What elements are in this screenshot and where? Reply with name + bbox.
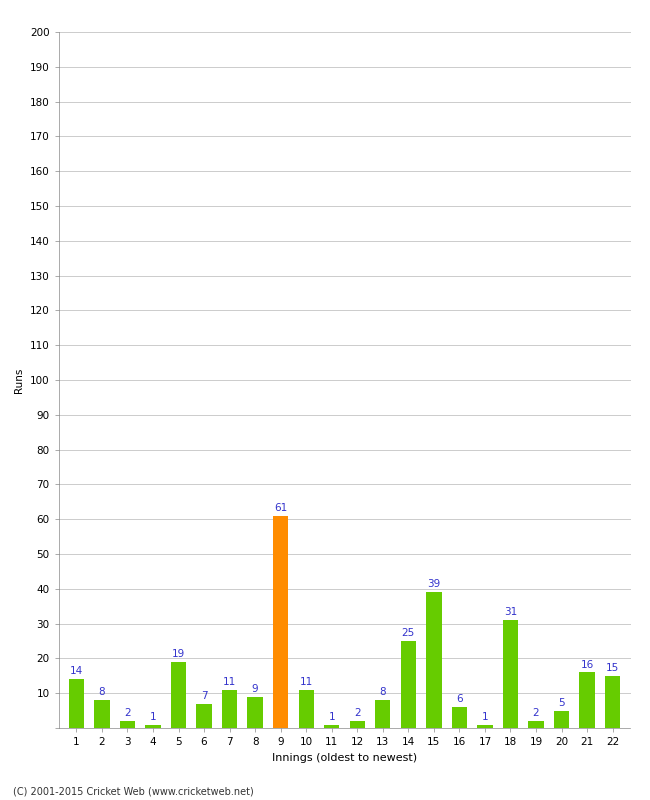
Text: 61: 61	[274, 503, 287, 513]
Bar	[94, 700, 110, 728]
Bar	[298, 690, 314, 728]
Text: 11: 11	[300, 677, 313, 687]
Text: 31: 31	[504, 607, 517, 618]
Text: 8: 8	[380, 687, 386, 698]
Bar	[400, 641, 416, 728]
Bar	[350, 721, 365, 728]
Text: 9: 9	[252, 684, 259, 694]
Bar	[222, 690, 237, 728]
Text: 5: 5	[558, 698, 565, 708]
Text: (C) 2001-2015 Cricket Web (www.cricketweb.net): (C) 2001-2015 Cricket Web (www.cricketwe…	[13, 786, 254, 796]
Bar	[69, 679, 84, 728]
Text: 1: 1	[150, 712, 156, 722]
Bar	[171, 662, 186, 728]
Text: 2: 2	[124, 708, 131, 718]
Bar	[605, 676, 620, 728]
Text: 39: 39	[427, 579, 441, 590]
Text: 8: 8	[99, 687, 105, 698]
Bar	[324, 725, 339, 728]
Bar	[375, 700, 391, 728]
Bar	[477, 725, 493, 728]
Text: 11: 11	[223, 677, 236, 687]
Bar	[146, 725, 161, 728]
Text: 15: 15	[606, 663, 619, 673]
Text: 1: 1	[328, 712, 335, 722]
Text: 1: 1	[482, 712, 488, 722]
Bar	[426, 592, 441, 728]
Bar	[579, 672, 595, 728]
Text: 7: 7	[201, 691, 207, 701]
Bar	[528, 721, 543, 728]
Text: 14: 14	[70, 666, 83, 677]
Bar	[554, 710, 569, 728]
Text: 25: 25	[402, 628, 415, 638]
Text: 6: 6	[456, 694, 463, 704]
Bar	[452, 707, 467, 728]
Text: 19: 19	[172, 649, 185, 659]
Bar	[503, 620, 518, 728]
Bar	[248, 697, 263, 728]
Text: 16: 16	[580, 659, 593, 670]
Text: 2: 2	[354, 708, 361, 718]
Bar	[196, 704, 212, 728]
Y-axis label: Runs: Runs	[14, 367, 24, 393]
Bar	[120, 721, 135, 728]
Bar	[273, 516, 289, 728]
X-axis label: Innings (oldest to newest): Innings (oldest to newest)	[272, 753, 417, 762]
Text: 2: 2	[533, 708, 540, 718]
